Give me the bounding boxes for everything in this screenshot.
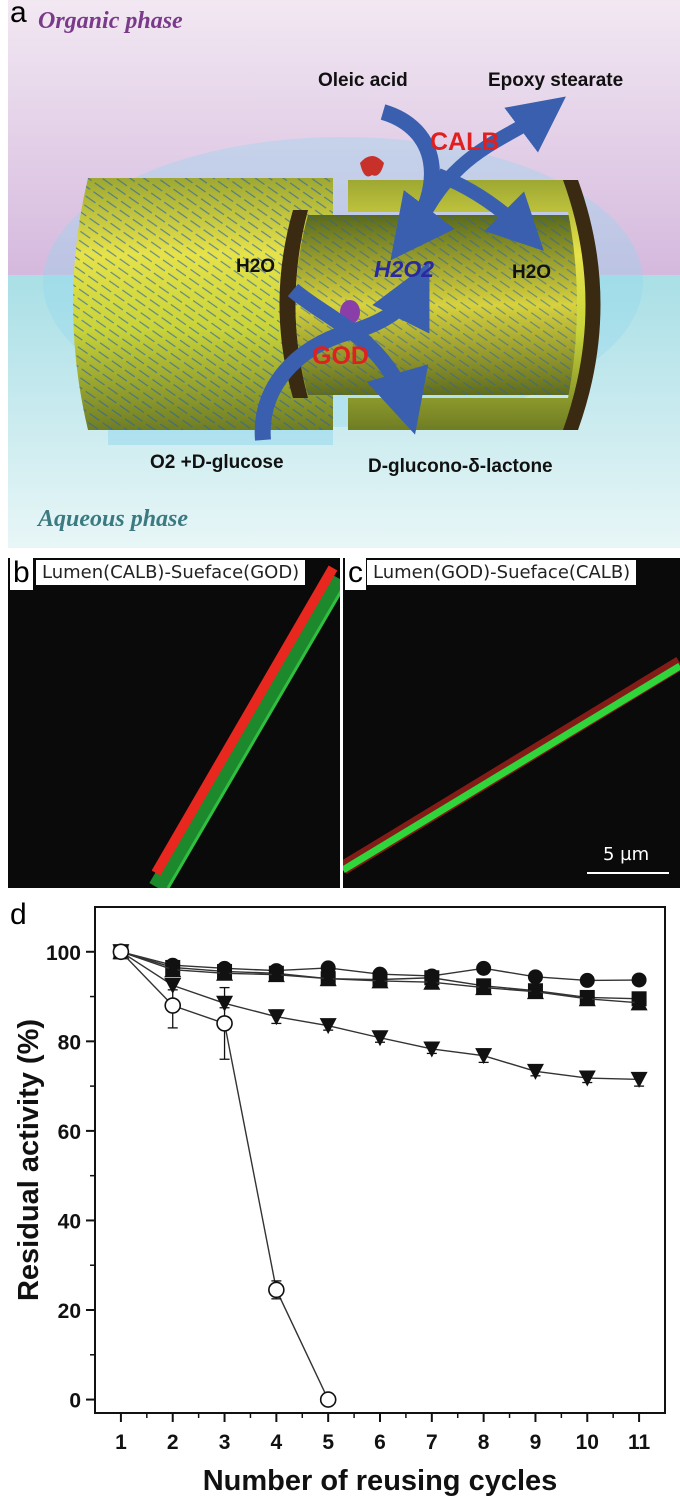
y-tick-label: 100: [46, 942, 81, 965]
residual-activity-chart: 1 2 3 4 5 6 7 8 9 10 11 0 20 40 60 80 100 Number of reus…: [13, 906, 666, 1497]
y-axis-label: Residual activity (%): [13, 1019, 45, 1301]
gluconolactone-label: D-glucono-δ-lactone: [368, 456, 553, 477]
series-0-point: [527, 969, 543, 985]
x-tick-label: 1: [115, 1431, 127, 1454]
panel-c-title: Lumen(GOD)-Sueface(CALB): [367, 560, 637, 585]
series-4-point: [216, 1015, 233, 1032]
panel-a-letter: a: [10, 0, 27, 29]
series-3-point: [267, 1009, 285, 1026]
panel-b-title: Lumen(CALB)-Sueface(GOD): [36, 560, 306, 585]
series-4-point: [268, 1281, 285, 1299]
panel-a: [8, 0, 680, 548]
series-2-point: [267, 966, 285, 983]
epoxy-stearate-label: Epoxy stearate: [488, 70, 624, 91]
y-tick-label: 20: [58, 1300, 81, 1323]
h2o-right-label: H2O: [512, 262, 552, 283]
series-4-point: [319, 1391, 337, 1408]
series-2-point: [371, 972, 389, 989]
series-3-point: [578, 1070, 596, 1087]
scale-bar-label: 5 µm: [603, 844, 650, 865]
x-axis-label: Number of reusing cycles: [203, 1465, 558, 1497]
series-4-point: [112, 943, 130, 961]
h2o-left-label: H2O: [236, 256, 276, 277]
x-tick-label: 3: [219, 1431, 231, 1454]
series-2-point: [164, 961, 182, 978]
series-0-point: [476, 960, 492, 976]
series-3-point: [371, 1030, 389, 1047]
x-tick-label: 11: [628, 1431, 651, 1454]
series-2-point: [526, 983, 544, 1000]
series-0-point: [579, 972, 595, 988]
series-3-point: [630, 1071, 648, 1088]
series-0-point: [631, 972, 647, 988]
series-3-point: [526, 1063, 544, 1080]
y-tick-label: 80: [58, 1031, 81, 1054]
panel-c-letter: c: [345, 556, 366, 590]
x-tick-label: 9: [530, 1431, 542, 1454]
series-2-point: [216, 964, 234, 981]
series-4-point: [164, 997, 182, 1014]
aqueous-phase-label: Aqueous phase: [38, 506, 189, 532]
series-2-point: [578, 990, 596, 1007]
x-tick-label: 5: [322, 1431, 334, 1454]
series-3-point: [319, 1018, 337, 1035]
calb-label: CALB: [430, 128, 500, 156]
oleic-acid-label: Oleic acid: [318, 70, 408, 91]
panel-b-fiber: [149, 565, 340, 888]
panel-b-letter: b: [10, 556, 33, 590]
h2o2-label: H2O2: [374, 256, 435, 282]
organic-phase-label: Organic phase: [38, 8, 183, 34]
panel-c-fiber: [343, 657, 680, 874]
x-tick-label: 6: [374, 1431, 386, 1454]
x-tick-label: 10: [576, 1431, 599, 1454]
series-3-point: [475, 1048, 493, 1065]
series-2-point: [319, 970, 337, 987]
series-2-point: [423, 973, 441, 990]
x-tick-label: 7: [426, 1431, 438, 1454]
chart-plot-area: [112, 943, 648, 1408]
x-tick-label: 8: [478, 1431, 490, 1454]
x-tick-label: 2: [167, 1431, 179, 1454]
panel-d-letter: d: [10, 898, 27, 931]
series-2-point: [630, 994, 648, 1011]
y-tick-label: 40: [58, 1210, 81, 1233]
panel-b-image: Lumen(CALB)-Sueface(GOD): [8, 558, 340, 888]
series-2-point: [475, 979, 493, 996]
panel-a-illustration: [8, 0, 680, 548]
o2-glucose-label: O2 +D-glucose: [150, 452, 284, 473]
god-label: GOD: [312, 342, 369, 370]
series-3-point: [423, 1041, 441, 1058]
panel-c-image: Lumen(GOD)-Sueface(CALB) 5 µm: [343, 558, 680, 888]
y-tick-label: 60: [58, 1121, 81, 1144]
y-tick-label: 0: [69, 1390, 81, 1413]
chart-axes: 1 2 3 4 5 6 7 8 9 10 11 0 20 40 60 80 100: [46, 906, 666, 1454]
x-tick-label: 4: [271, 1431, 283, 1454]
